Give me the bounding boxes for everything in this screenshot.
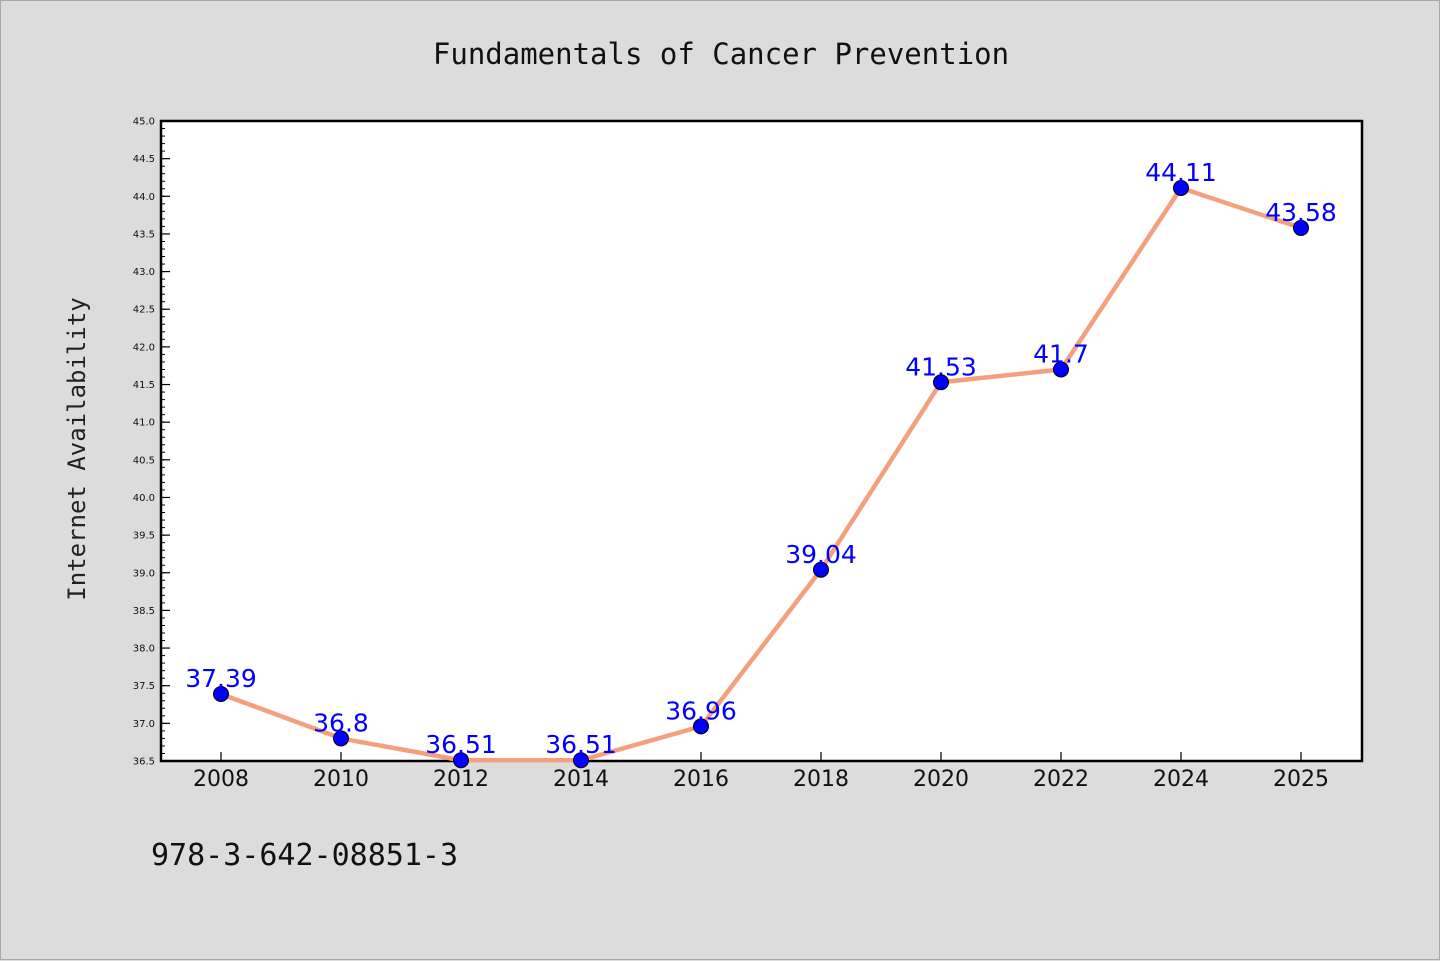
x-tick-label: 2020 (913, 767, 969, 792)
data-point (1053, 361, 1069, 378)
data-label: 44.11 (1145, 158, 1217, 187)
data-point (213, 685, 229, 702)
footer-code: 978-3-642-08851-3 (151, 838, 458, 873)
y-tick-label: 41.5 (133, 380, 155, 391)
y-tick-label: 41.0 (133, 418, 155, 429)
y-tick-label: 39.5 (133, 531, 155, 542)
data-labels: 37.39 36.8 36.51 36.51 36.96 39.04 41.53 41.7 44… (185, 158, 1337, 759)
x-tick-label: 2008 (193, 767, 249, 792)
y-tick-label: 36.5 (133, 757, 155, 768)
y-tick-label: 40.0 (133, 493, 155, 504)
y-tick-label: 37.0 (133, 719, 155, 730)
x-tick-label: 2025 (1273, 767, 1329, 792)
data-point (933, 374, 949, 391)
y-tick-label: 37.5 (133, 681, 155, 692)
y-tick-label: 39.0 (133, 568, 155, 579)
x-tick-label: 2014 (553, 767, 609, 792)
x-tick-label: 2010 (313, 767, 369, 792)
data-label: 36.96 (665, 696, 737, 725)
data-point (333, 730, 349, 747)
y-axis-label: Internet Availability (63, 297, 91, 600)
y-tick-label: 38.0 (133, 644, 155, 655)
y-axis: 36.5 37.0 37.5 38.0 38.5 39.0 39.5 40.0 40.5 41.0… (133, 117, 170, 768)
data-point (573, 752, 589, 769)
data-markers (213, 180, 1309, 769)
y-tick-label: 44.0 (133, 192, 155, 203)
chart-title: Fundamentals of Cancer Prevention (433, 37, 1009, 71)
y-tick-label: 45.0 (133, 117, 155, 128)
data-point (693, 718, 709, 735)
data-label: 43.58 (1265, 198, 1337, 227)
x-axis: 2008 2010 2012 2014 2016 2018 2020 2022 2024 2025 (193, 752, 1329, 792)
plot-area (159, 119, 1364, 763)
y-tick-label: 44.5 (133, 154, 155, 165)
data-label: 39.04 (785, 540, 857, 569)
data-point (1293, 219, 1309, 236)
y-tick-label: 42.0 (133, 342, 155, 353)
data-label: 36.8 (313, 708, 369, 737)
data-point (453, 752, 469, 769)
x-tick-label: 2016 (673, 767, 729, 792)
data-point (1173, 180, 1189, 197)
data-label: 37.39 (185, 664, 257, 693)
x-tick-label: 2012 (433, 767, 489, 792)
y-tick-label: 42.5 (133, 305, 155, 316)
data-point (813, 561, 829, 578)
data-label: 36.51 (545, 730, 617, 759)
series-line (218, 185, 1304, 763)
x-tick-label: 2022 (1033, 767, 1089, 792)
data-label: 41.7 (1033, 339, 1089, 368)
y-tick-label: 38.5 (133, 606, 155, 617)
x-tick-label: 2018 (793, 767, 849, 792)
y-tick-label: 40.5 (133, 455, 155, 466)
y-tick-label: 43.5 (133, 229, 155, 240)
data-label: 41.53 (905, 352, 977, 381)
data-label: 36.51 (425, 730, 497, 759)
x-tick-label: 2024 (1153, 767, 1209, 792)
y-tick-label: 43.0 (133, 267, 155, 278)
